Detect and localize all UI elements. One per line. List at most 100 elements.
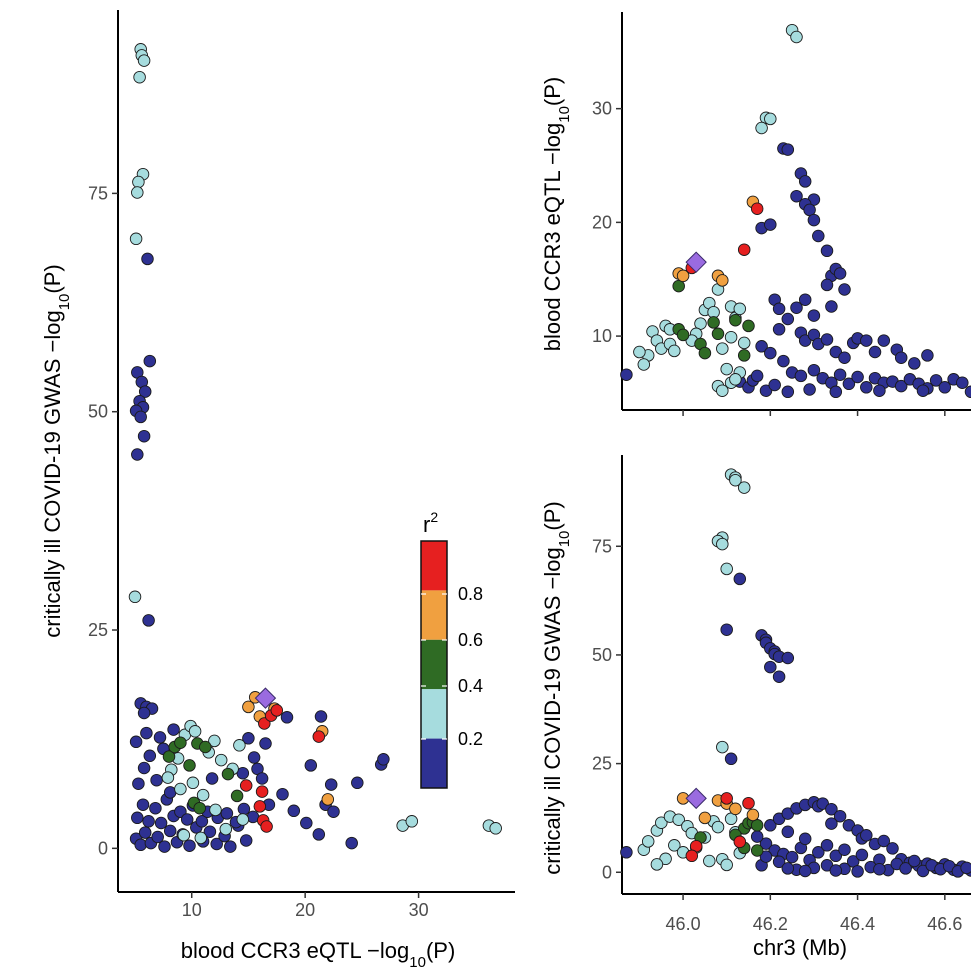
snp-point bbox=[746, 808, 760, 822]
snp-point bbox=[764, 218, 777, 231]
snp-point bbox=[219, 822, 233, 836]
snp-point bbox=[916, 384, 930, 397]
snp-point bbox=[134, 838, 147, 852]
legend-color-segment bbox=[421, 738, 447, 788]
snp-point bbox=[860, 334, 873, 347]
snp-point bbox=[873, 862, 886, 876]
snp-point bbox=[324, 778, 338, 791]
snp-point bbox=[750, 202, 764, 215]
snp-point bbox=[803, 383, 816, 396]
snp-point bbox=[137, 761, 151, 775]
snp-point bbox=[163, 824, 177, 838]
snp-point bbox=[711, 820, 725, 834]
snp-point bbox=[659, 852, 672, 866]
snp-point bbox=[838, 843, 851, 856]
snp-point bbox=[829, 864, 843, 877]
y-tick-label: 50 bbox=[592, 645, 612, 665]
snp-point bbox=[132, 175, 145, 189]
snp-point bbox=[650, 858, 664, 871]
snp-point bbox=[759, 850, 773, 863]
snp-point bbox=[143, 354, 157, 368]
snp-point bbox=[798, 864, 812, 878]
snp-point bbox=[833, 267, 847, 280]
r2-legend: r2 0.8 0.6 0.4 0.2 bbox=[420, 509, 483, 789]
snp-point bbox=[720, 623, 733, 636]
snp-point bbox=[177, 828, 191, 842]
snp-point bbox=[711, 327, 725, 341]
snp-point bbox=[672, 813, 685, 826]
snp-point bbox=[908, 854, 921, 868]
lead-snp-diamond bbox=[685, 787, 707, 810]
snp-point bbox=[174, 736, 187, 749]
snp-point bbox=[868, 345, 882, 359]
snp-point bbox=[716, 342, 729, 355]
snp-point bbox=[129, 735, 143, 749]
snp-point bbox=[720, 858, 733, 872]
legend-color-segment bbox=[421, 541, 447, 591]
snp-point bbox=[798, 175, 812, 188]
x-tick-label: 30 bbox=[409, 900, 429, 920]
snp-point bbox=[768, 378, 781, 392]
snp-point bbox=[131, 811, 144, 825]
lead-snp-diamond bbox=[685, 251, 707, 273]
y-tick-label: 0 bbox=[602, 862, 612, 882]
scatter-points bbox=[128, 43, 502, 853]
gwas-y-title: critically ill COVID-19 GWAS −log10(P) bbox=[540, 501, 573, 874]
snp-point bbox=[158, 840, 171, 853]
snp-point bbox=[304, 759, 318, 772]
snp-point bbox=[405, 815, 419, 828]
snp-point bbox=[929, 374, 943, 387]
snp-point bbox=[260, 820, 273, 833]
snp-point bbox=[210, 837, 223, 851]
snp-point bbox=[777, 354, 790, 368]
legend-colorbar bbox=[420, 540, 448, 789]
snp-point bbox=[707, 316, 720, 329]
snp-point bbox=[820, 244, 834, 258]
snp-point bbox=[214, 753, 228, 767]
snp-point bbox=[193, 801, 206, 815]
snp-point bbox=[137, 429, 151, 443]
snp-point bbox=[221, 767, 235, 781]
snp-point bbox=[908, 357, 921, 370]
snp-point bbox=[781, 862, 795, 875]
y-tick-label: 25 bbox=[592, 754, 612, 774]
snp-point bbox=[877, 834, 891, 848]
snp-point bbox=[167, 723, 180, 736]
scatter-x-title: blood CCR3 eQTL −log10(P) bbox=[181, 938, 456, 970]
snp-point bbox=[855, 848, 869, 862]
snp-point bbox=[750, 830, 764, 843]
snp-point bbox=[239, 779, 253, 792]
snp-point bbox=[149, 801, 162, 815]
snp-point bbox=[154, 816, 168, 830]
legend-color-segment bbox=[421, 689, 447, 739]
snp-point bbox=[259, 737, 272, 750]
snp-point bbox=[781, 825, 795, 839]
snp-point bbox=[807, 309, 821, 322]
snp-point bbox=[489, 822, 502, 835]
legend-label-0-4: 0.4 bbox=[458, 676, 483, 696]
snp-point bbox=[136, 798, 150, 811]
snp-point bbox=[327, 805, 340, 818]
snp-point bbox=[899, 862, 912, 875]
snp-point bbox=[720, 562, 733, 576]
snp-point bbox=[781, 312, 795, 326]
snp-point bbox=[960, 861, 971, 875]
snp-point bbox=[964, 385, 971, 399]
snp-point bbox=[131, 448, 144, 461]
snp-point bbox=[242, 732, 255, 745]
y-tick-label: 25 bbox=[88, 620, 108, 640]
snp-point bbox=[764, 660, 777, 674]
snp-point bbox=[685, 849, 699, 863]
snp-point bbox=[860, 381, 873, 394]
snp-point bbox=[698, 346, 712, 360]
snp-point bbox=[733, 302, 747, 316]
snp-point bbox=[829, 849, 843, 863]
snp-point bbox=[236, 813, 250, 826]
snp-point bbox=[729, 313, 742, 327]
snp-point bbox=[703, 854, 716, 868]
snp-point bbox=[698, 811, 712, 825]
snp-point bbox=[180, 813, 194, 826]
snp-point bbox=[781, 143, 795, 156]
snp-point bbox=[759, 384, 773, 397]
